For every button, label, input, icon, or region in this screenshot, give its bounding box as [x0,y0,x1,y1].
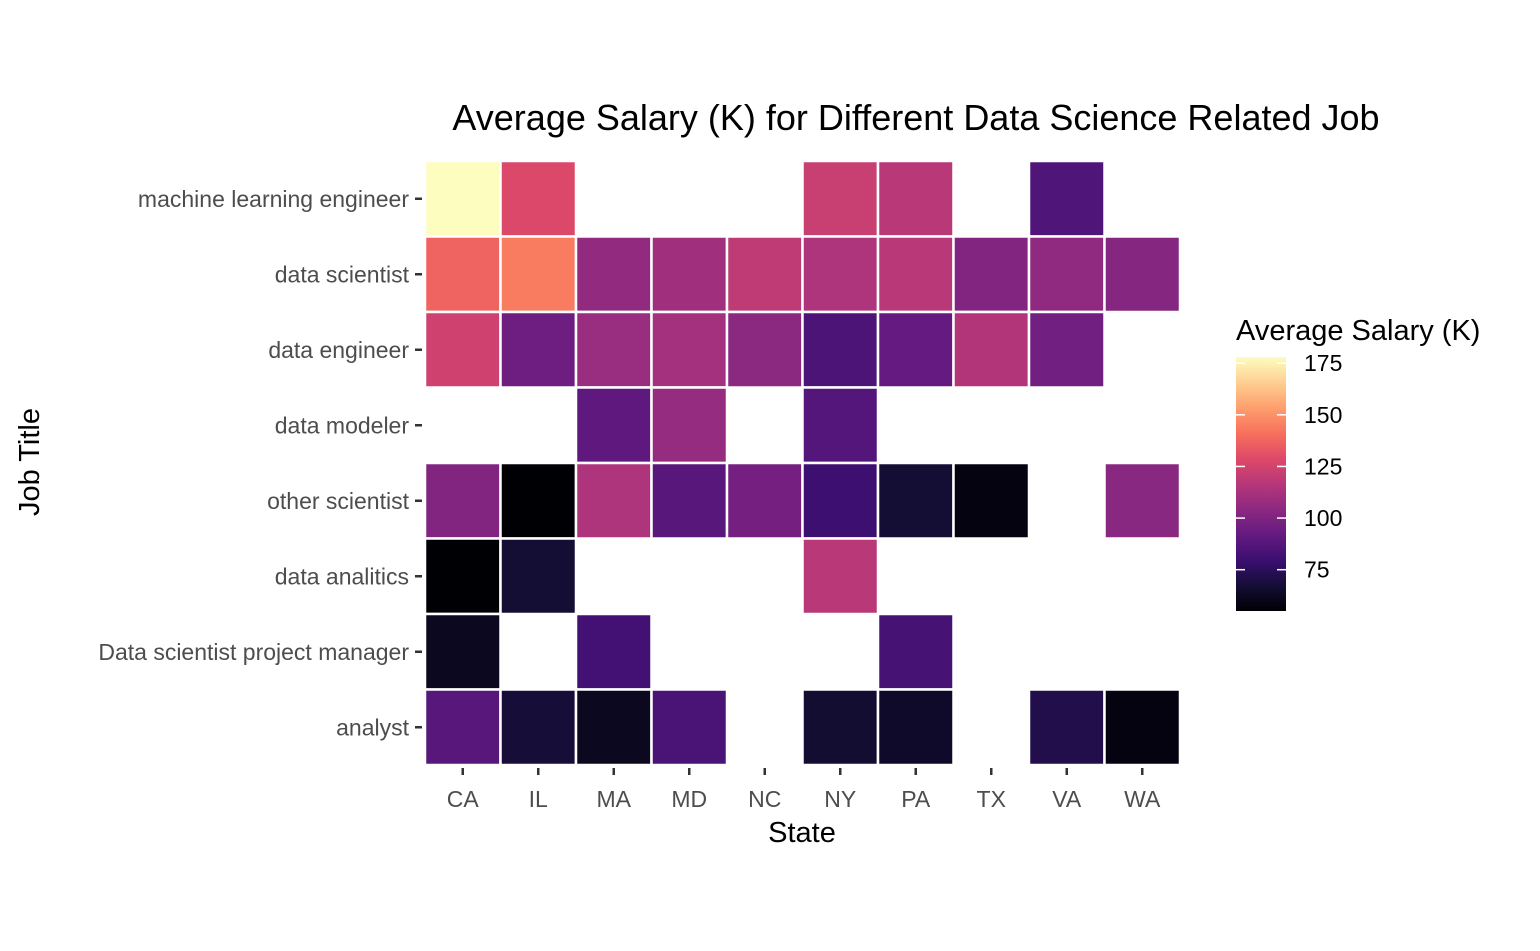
heatmap-cell-ny-4 [801,461,880,540]
heatmap-cell-wa-4 [1103,461,1182,540]
heatmap-cell-il-1 [499,235,578,314]
heatmap-cell-il-4 [499,461,578,540]
colorbar-gradient [1236,357,1286,611]
heatmap-cell-pa-6 [876,612,955,691]
x-tick-label: NC [748,786,781,812]
x-tick-label: NY [824,786,856,812]
heatmap-cell-ma-1 [574,235,653,314]
heatmap-cell-md-7 [650,688,729,767]
x-tick-label: MA [597,786,632,812]
legend-title: Average Salary (K) [1236,315,1480,347]
x-tick-label: WA [1124,786,1161,812]
heatmap-cell-nc-2 [725,310,804,389]
chart-title: Average Salary (K) for Different Data Sc… [452,97,1379,138]
y-tick-label: machine learning engineer [138,186,409,212]
x-tick-label: IL [529,786,548,812]
y-tick-label: data modeler [275,412,410,438]
y-axis: machine learning engineer data scientist d… [98,186,422,740]
heatmap-cell-ca-0 [423,159,502,238]
colorbar-tick-label: 75 [1304,557,1330,583]
x-tick-label: PA [901,786,931,812]
x-tick-label: CA [447,786,480,812]
heatmap-cell-pa-2 [876,310,955,389]
heatmap-cell-ny-2 [801,310,880,389]
x-axis: CA IL MA MD NC NY PA TX VA WA [447,768,1161,812]
heatmap-cell-pa-1 [876,235,955,314]
heatmap-cell-ny-1 [801,235,880,314]
heatmap-cell-va-2 [1027,310,1106,389]
heatmap-cell-il-5 [499,537,578,616]
heatmap-cell-ma-3 [574,386,653,465]
heatmap-cell-ma-2 [574,310,653,389]
y-tick-label: data analitics [275,563,409,589]
heatmap-cell-tx-4 [952,461,1031,540]
heatmap-cell-ma-7 [574,688,653,767]
heatmap-cell-ny-7 [801,688,880,767]
y-tick-label: data scientist [275,261,410,287]
heatmap-cell-ca-2 [423,310,502,389]
x-tick-label: TX [977,786,1006,812]
heatmap-cell-ny-3 [801,386,880,465]
heatmap-cell-pa-0 [876,159,955,238]
heatmap-cell-tx-2 [952,310,1031,389]
heatmap-cell-nc-4 [725,461,804,540]
heatmap-cell-md-3 [650,386,729,465]
heatmap-cell-il-7 [499,688,578,767]
x-axis-title: State [768,817,836,849]
heatmap-cell-md-2 [650,310,729,389]
colorbar-tick-label: 100 [1304,505,1342,531]
heatmap-cell-nc-1 [725,235,804,314]
heatmap-cell-ca-5 [423,537,502,616]
heatmap-cell-va-7 [1027,688,1106,767]
heatmap-cell-ca-1 [423,235,502,314]
heatmap-cell-ca-4 [423,461,502,540]
heatmap-cell-ma-6 [574,612,653,691]
colorbar-legend: Average Salary (K) 75 100 125 150 175 [1236,315,1480,611]
x-tick-label: VA [1052,786,1082,812]
heatmap-cell-pa-4 [876,461,955,540]
heatmap-cell-ny-0 [801,159,880,238]
colorbar-ticks: 75 100 125 150 175 [1236,350,1342,583]
colorbar-tick-label: 150 [1304,402,1342,428]
heatmap-cell-pa-7 [876,688,955,767]
y-tick-label: Data scientist project manager [98,639,409,665]
heatmap-cell-il-0 [499,159,578,238]
y-tick-label: analyst [336,714,409,740]
heatmap-cell-il-2 [499,310,578,389]
heatmap-cell-ma-4 [574,461,653,540]
x-tick-label: MD [671,786,707,812]
colorbar-tick-label: 125 [1304,453,1342,479]
colorbar-tick-label: 175 [1304,350,1342,376]
heatmap-cell-md-1 [650,235,729,314]
heatmap-cell-wa-7 [1103,688,1182,767]
y-tick-label: data engineer [268,337,409,363]
heatmap-cell-tx-1 [952,235,1031,314]
heatmap-cell-ny-5 [801,537,880,616]
heatmap-cell-va-1 [1027,235,1106,314]
heatmap-cell-wa-1 [1103,235,1182,314]
heatmap-cell-ca-6 [423,612,502,691]
heatmap-tiles [423,159,1182,767]
y-tick-label: other scientist [267,488,410,514]
y-axis-title: Job Title [14,408,46,516]
heatmap-cell-va-0 [1027,159,1106,238]
heatmap-cell-ca-7 [423,688,502,767]
heatmap-cell-md-4 [650,461,729,540]
